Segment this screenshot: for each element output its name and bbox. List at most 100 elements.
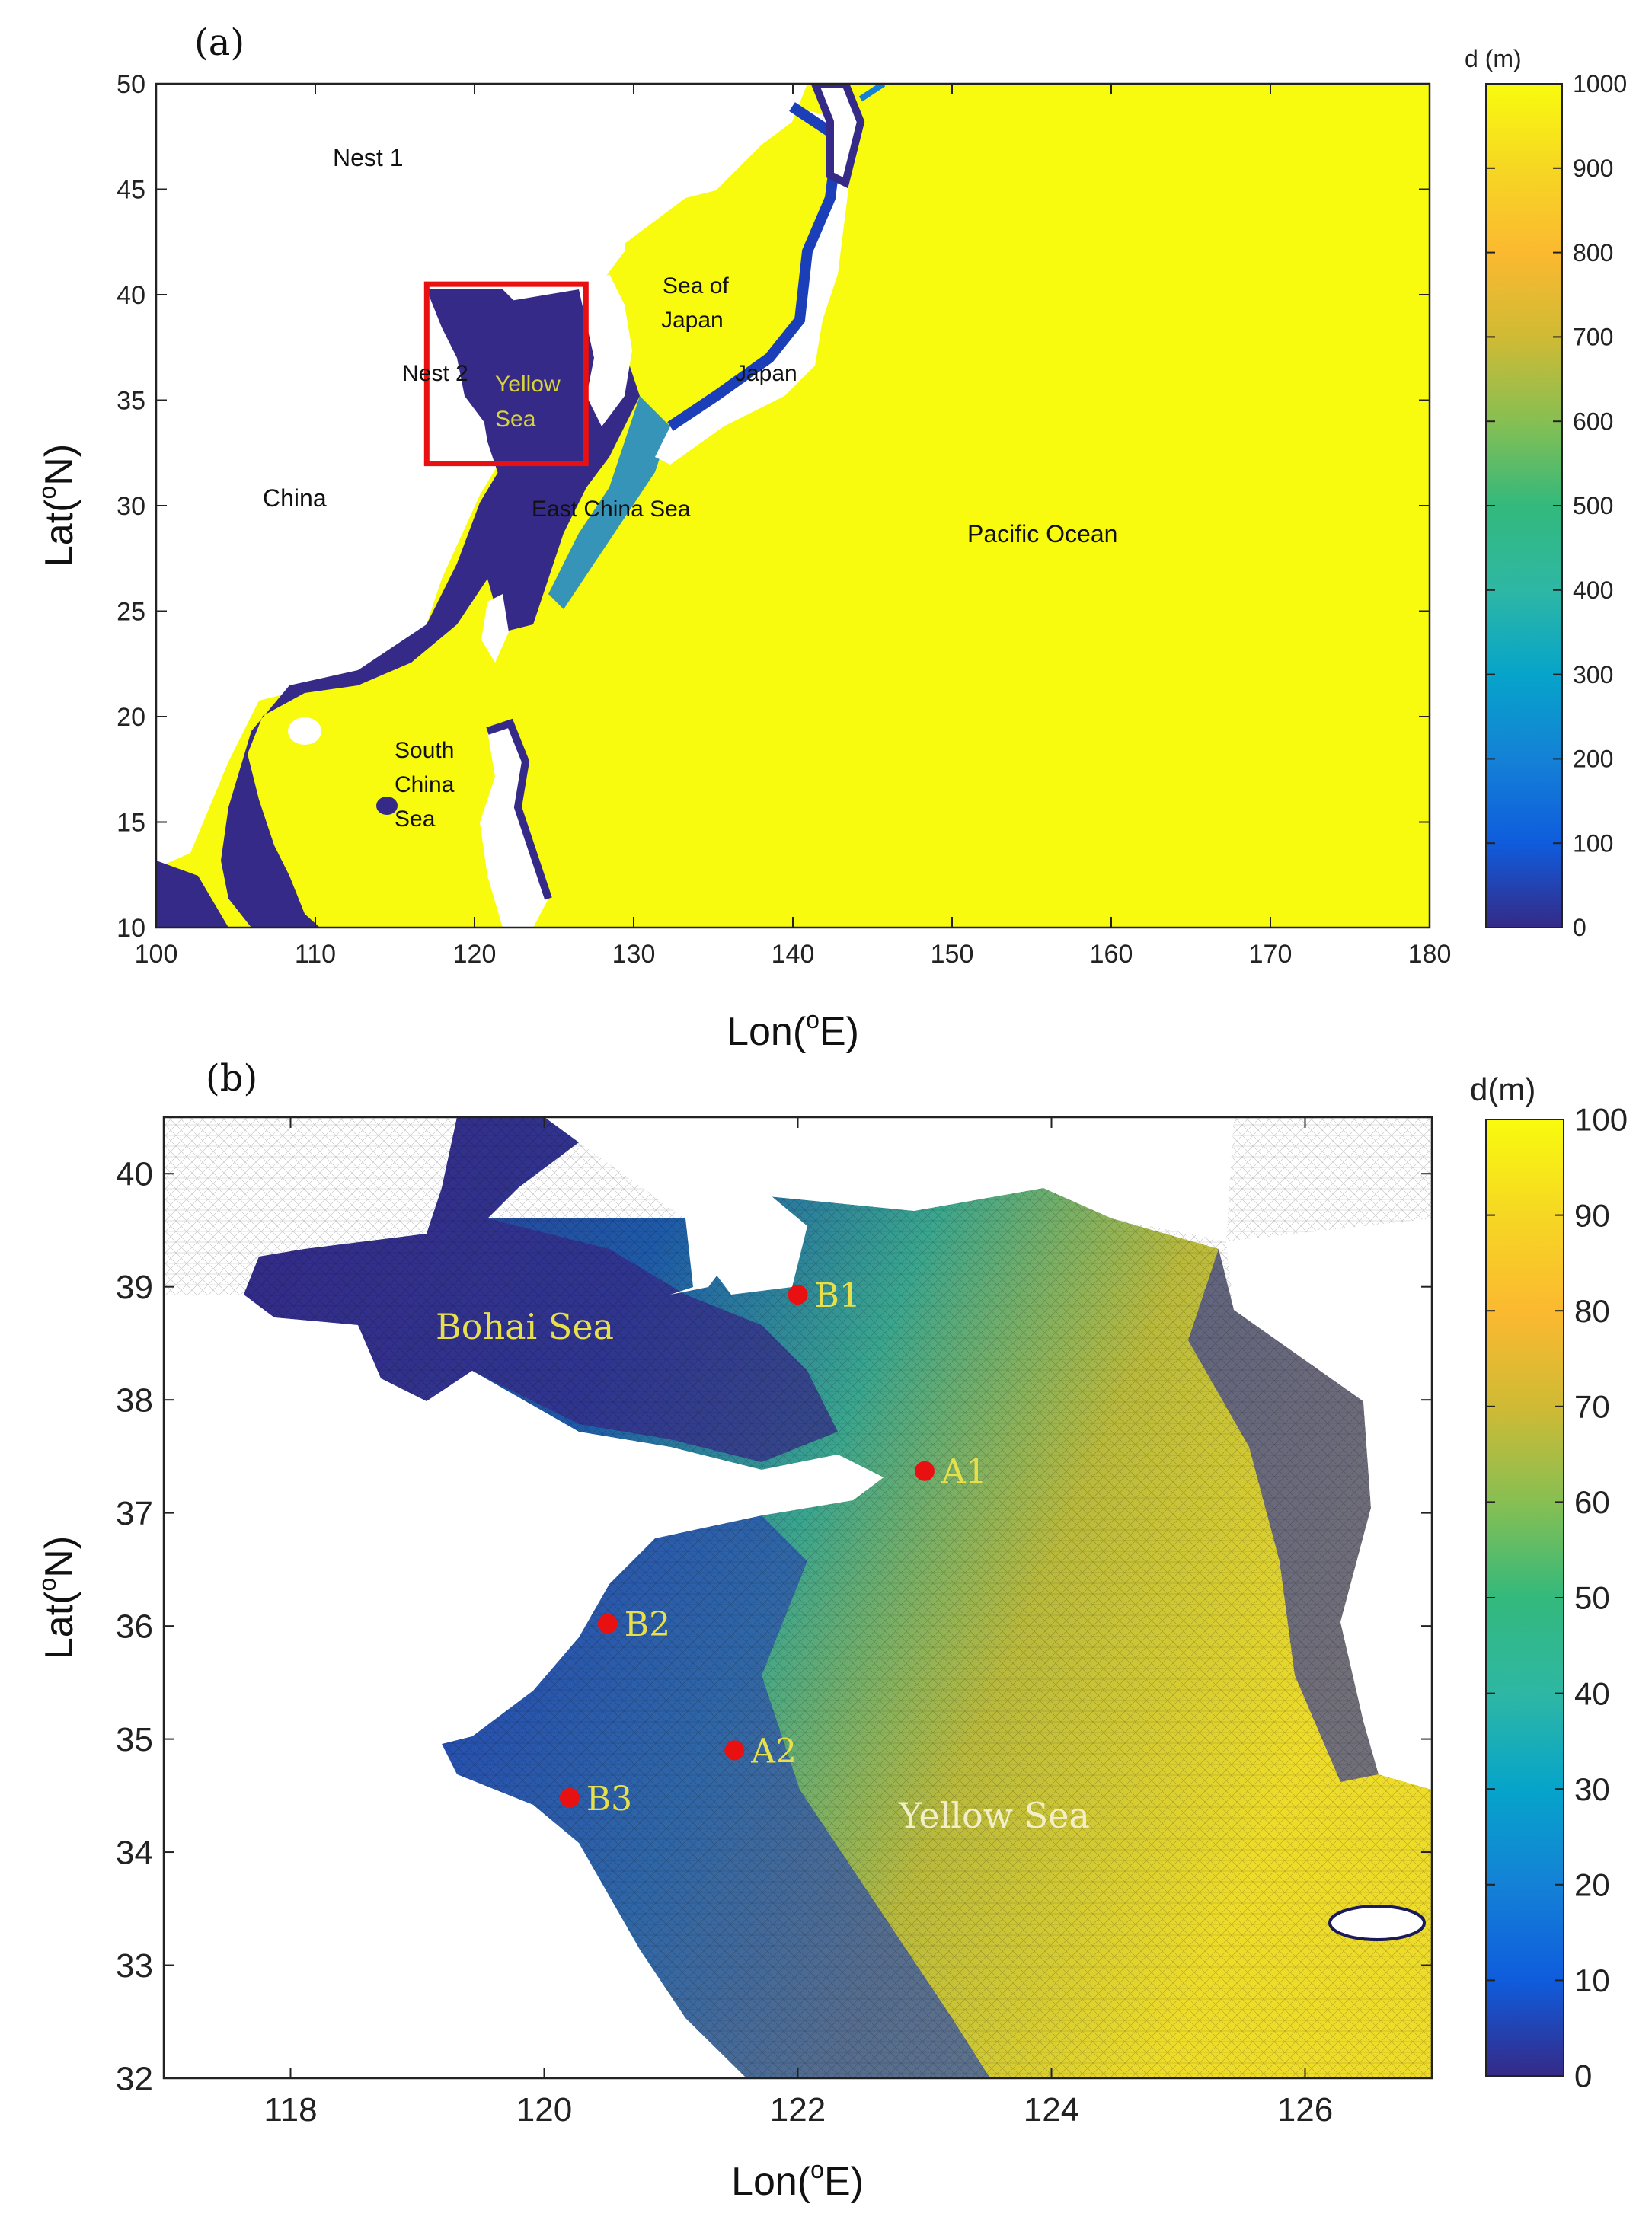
philippines-shelf <box>486 718 552 900</box>
colorbar-tick-label: 30 <box>1574 1771 1610 1807</box>
x-tick-label: 118 <box>264 2091 317 2129</box>
shandong-peninsula <box>164 1295 884 2078</box>
y-tick-label: 34 <box>116 1834 153 1871</box>
label-yellow-sea-2: Sea <box>495 407 536 432</box>
colorbar-tick-label: 10 <box>1574 1963 1610 1998</box>
label-south-china-sea-1: South <box>395 738 454 763</box>
label-japan: Japan <box>735 361 797 386</box>
label-nest-1: Nest 1 <box>333 144 403 171</box>
colorbar-tick-label: 800 <box>1573 239 1613 267</box>
shelf-slope <box>548 396 670 609</box>
y-tick-label: 35 <box>116 1721 153 1758</box>
label-sea-of-japan-1: Sea of <box>663 273 729 299</box>
label-china: China <box>263 484 327 512</box>
colorbar-tick-label: 100 <box>1573 829 1613 857</box>
colorbar-tick-label: 500 <box>1573 492 1613 519</box>
x-tick-label: 130 <box>612 940 656 969</box>
y-tick-label: 36 <box>116 1608 153 1646</box>
y-tick-label: 25 <box>117 597 145 626</box>
station-label-a2: A2 <box>750 1732 797 1771</box>
colorbar-tick-label: 300 <box>1573 661 1613 688</box>
colorbar-tick-label: 40 <box>1574 1675 1610 1711</box>
label-south-china-sea-3: Sea <box>395 806 436 832</box>
panel-a-letter: (a) <box>194 21 244 64</box>
label-east-china-sea: East China Sea <box>532 497 691 522</box>
colorbar-tick-label: 900 <box>1573 155 1613 182</box>
panel-b-map <box>164 1117 1432 2078</box>
label-bohai-sea: Bohai Sea <box>436 1306 614 1347</box>
station-marker-b1 <box>788 1285 808 1305</box>
sea-of-japan <box>625 183 769 381</box>
colorbar-tick-label: 0 <box>1573 914 1586 941</box>
label-sea-of-japan-2: Japan <box>661 308 724 333</box>
x-tick-label: 124 <box>1024 2091 1079 2129</box>
panel-b-ylabel: Lat(oN) <box>34 1536 81 1659</box>
y-tick-label: 10 <box>117 914 145 943</box>
colorbar-tick-label: 60 <box>1574 1484 1610 1520</box>
korea-peninsula <box>1226 1218 1432 1790</box>
label-yellow-sea-1: Yellow <box>495 372 561 397</box>
panel-a-map <box>156 84 1430 928</box>
hainan-island <box>288 717 321 745</box>
colorbar-tick-label: 600 <box>1573 407 1613 435</box>
y-tick-label: 32 <box>116 2060 153 2097</box>
x-tick-label: 150 <box>931 940 974 969</box>
panel-b-stations: B1 A1 B2 A2 B3 <box>559 1276 987 1819</box>
china-landmass <box>156 84 807 868</box>
panel-a-colorbar-title: d (m) <box>1465 45 1522 72</box>
panel-b-colorbar: d(m) 0 10 20 30 40 50 60 70 80 90 100 <box>1470 1071 1628 2094</box>
label-pacific-ocean: Pacific Ocean <box>967 520 1117 548</box>
colorbar-tick-label: 50 <box>1574 1580 1610 1616</box>
sakhalin <box>810 84 865 189</box>
colorbar-tick-label: 0 <box>1574 2058 1592 2094</box>
x-tick-label: 100 <box>135 940 178 969</box>
panel-a-ylabel: Lat(oN) <box>34 444 81 567</box>
borneo-shelf <box>156 861 228 928</box>
panel-b-xlabel: Lon(oE) <box>731 2156 864 2204</box>
liaodong-coast <box>685 1188 807 1295</box>
station-marker-a1 <box>915 1461 935 1481</box>
colorbar-tick-label: 1000 <box>1573 70 1627 97</box>
y-tick-label: 39 <box>116 1269 153 1306</box>
colorbar-tick-label: 400 <box>1573 576 1613 604</box>
y-tick-label: 38 <box>116 1382 153 1420</box>
japan-landmass <box>655 107 853 465</box>
y-tick-label: 33 <box>116 1947 153 1985</box>
panel-a-ticks: 100 110 120 130 140 150 160 170 180 10 15 20 25 30 35 4… <box>117 70 1451 969</box>
colorbar-tick-label: 90 <box>1574 1197 1610 1233</box>
colorbar-tick-label: 80 <box>1574 1293 1610 1329</box>
panel-b-colorbar-title: d(m) <box>1470 1071 1535 1107</box>
x-tick-label: 122 <box>770 2091 826 2129</box>
label-south-china-sea-2: China <box>395 772 455 797</box>
x-tick-label: 140 <box>772 940 815 969</box>
x-tick-label: 120 <box>453 940 497 969</box>
label-yellow-sea: Yellow Sea <box>898 1795 1090 1836</box>
y-tick-label: 35 <box>117 386 145 415</box>
station-label-b1: B1 <box>815 1276 861 1315</box>
station-label-b2: B2 <box>625 1605 670 1644</box>
y-tick-label: 40 <box>116 1156 153 1193</box>
station-marker-a2 <box>724 1740 745 1761</box>
nest-2-box <box>423 281 589 467</box>
panel-a-colorbar: d (m) 0 100 200 300 400 500 600 700 800 900 1000 <box>1465 45 1627 941</box>
taiwan <box>481 594 509 663</box>
y-tick-label: 20 <box>117 703 145 732</box>
colorbar-tick-label: 200 <box>1573 746 1613 773</box>
station-label-a1: A1 <box>941 1453 987 1492</box>
station-marker-b3 <box>559 1787 580 1808</box>
y-tick-label: 45 <box>117 175 145 204</box>
x-tick-label: 126 <box>1277 2091 1333 2129</box>
philippines <box>480 723 548 928</box>
x-tick-label: 110 <box>295 940 336 969</box>
korea-landmass <box>579 274 632 426</box>
x-tick-label: 180 <box>1408 940 1452 969</box>
colorbar-tick-label: 700 <box>1573 324 1613 351</box>
x-tick-label: 170 <box>1249 940 1293 969</box>
x-tick-label: 120 <box>516 2091 572 2129</box>
kuril-islands <box>858 84 886 102</box>
jeju-island <box>1328 1905 1426 1941</box>
colorbar-tick-label: 20 <box>1574 1867 1610 1903</box>
panel-a: (a) <box>34 21 1627 1054</box>
